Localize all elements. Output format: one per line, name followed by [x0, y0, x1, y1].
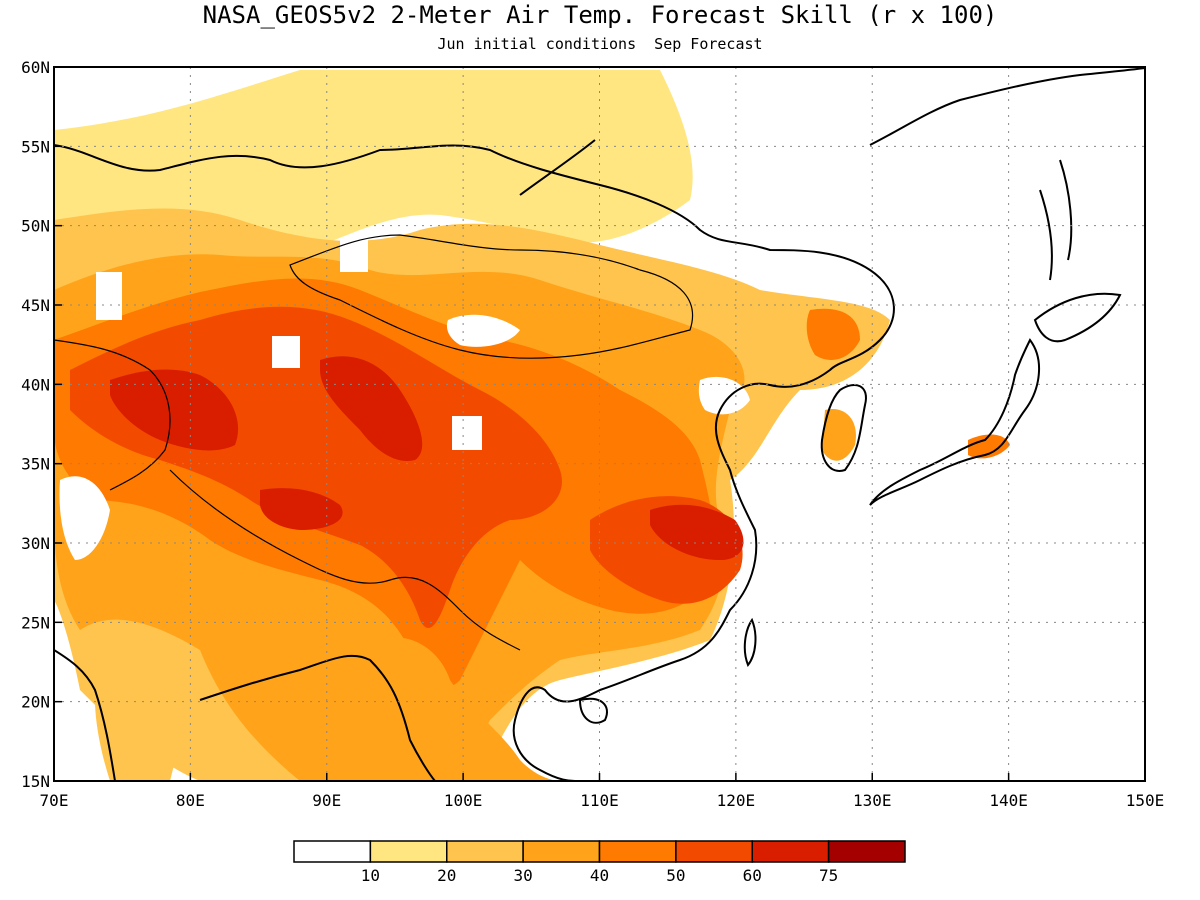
coastline-hokkaido	[1033, 292, 1122, 343]
lon-tick-label: 140E	[989, 791, 1028, 810]
colorbar-label: 10	[361, 866, 380, 885]
colorbar-label: 50	[666, 866, 685, 885]
skill-region-korea-south	[822, 409, 856, 461]
lat-tick-label: 45N	[21, 296, 50, 315]
colorbar-label: 30	[513, 866, 532, 885]
graticule	[54, 67, 1145, 781]
colorbar: 10 20 30 40 50 60 75	[293, 840, 906, 885]
colorbar-label: 75	[819, 866, 838, 885]
coastline-lake-baikal	[519, 139, 596, 196]
skill-region-c6-tibet	[259, 488, 343, 530]
colorbar-swatch	[827, 840, 906, 863]
lon-tick-label: 90E	[312, 791, 341, 810]
coastline-okhotsk	[869, 67, 1145, 146]
colorbar-swatch	[675, 840, 753, 863]
lon-tick-label: 70E	[40, 791, 69, 810]
skill-gap	[446, 314, 520, 347]
map-title: NASA_GEOS5v2 2-Meter Air Temp. Forecast …	[202, 1, 998, 29]
colorbar-label: 20	[437, 866, 456, 885]
lat-tick-label: 60N	[21, 58, 50, 77]
lon-tick-label: 110E	[580, 791, 619, 810]
coastlines	[54, 67, 1145, 781]
country-borders	[54, 234, 694, 651]
skill-gap	[340, 240, 368, 272]
skill-region-c6-west	[110, 369, 239, 451]
map-subtitle: Jun initial conditions Sep Forecast	[437, 35, 763, 53]
colorbar-swatch	[369, 840, 448, 863]
lat-tick-label: 50N	[21, 217, 50, 236]
colorbar-swatch	[446, 840, 524, 863]
lat-tick-label: 55N	[21, 137, 50, 156]
lat-tick-label: 25N	[21, 613, 50, 632]
skill-gap	[272, 336, 300, 368]
skill-gap	[59, 476, 110, 560]
lon-tick-label: 80E	[176, 791, 205, 810]
lon-tick-label: 120E	[717, 791, 756, 810]
colorbar-swatch	[598, 840, 677, 863]
skill-region-seasia	[380, 637, 560, 781]
lon-tick-label: 150E	[1126, 791, 1165, 810]
lon-tick-label: 100E	[444, 791, 483, 810]
skill-field	[54, 70, 1010, 781]
skill-region-japan	[968, 434, 1010, 459]
colorbar-label: 40	[590, 866, 609, 885]
skill-region-c6-central	[320, 356, 423, 461]
border-mongolia	[289, 234, 694, 359]
colorbar-label: 60	[743, 866, 762, 885]
skill-gap	[96, 272, 122, 320]
coastline-sakhalin	[1039, 159, 1073, 281]
skill-gap	[698, 376, 750, 415]
latitude-labels: 15N 20N 25N 30N 35N 40N 45N 50N 55N 60N	[21, 58, 62, 791]
colorbar-swatch	[751, 840, 830, 863]
border-central-asia	[54, 339, 171, 491]
coastline-japan	[869, 338, 1041, 506]
coastline-taiwan	[743, 617, 757, 667]
lon-tick-label: 130E	[853, 791, 892, 810]
skill-region-korea	[806, 308, 860, 360]
coastline-korea	[820, 384, 867, 472]
lat-tick-label: 40N	[21, 375, 50, 394]
skill-region-india	[95, 676, 182, 781]
colorbar-swatch	[293, 840, 372, 863]
lat-tick-label: 35N	[21, 455, 50, 474]
lat-tick-label: 15N	[21, 772, 50, 791]
lat-tick-label: 30N	[21, 534, 50, 553]
longitude-labels: 70E 80E 90E 100E 110E 120E 130E 140E 150E	[40, 773, 1165, 810]
skill-region-c6-east	[650, 504, 744, 560]
coastline-hainan	[578, 697, 608, 724]
lat-tick-label: 20N	[21, 693, 50, 712]
colorbar-swatch	[522, 840, 601, 863]
skill-gap	[452, 416, 482, 450]
coastline-mainland	[54, 144, 895, 781]
border-china-south	[169, 469, 521, 651]
coastline-india	[54, 649, 436, 781]
